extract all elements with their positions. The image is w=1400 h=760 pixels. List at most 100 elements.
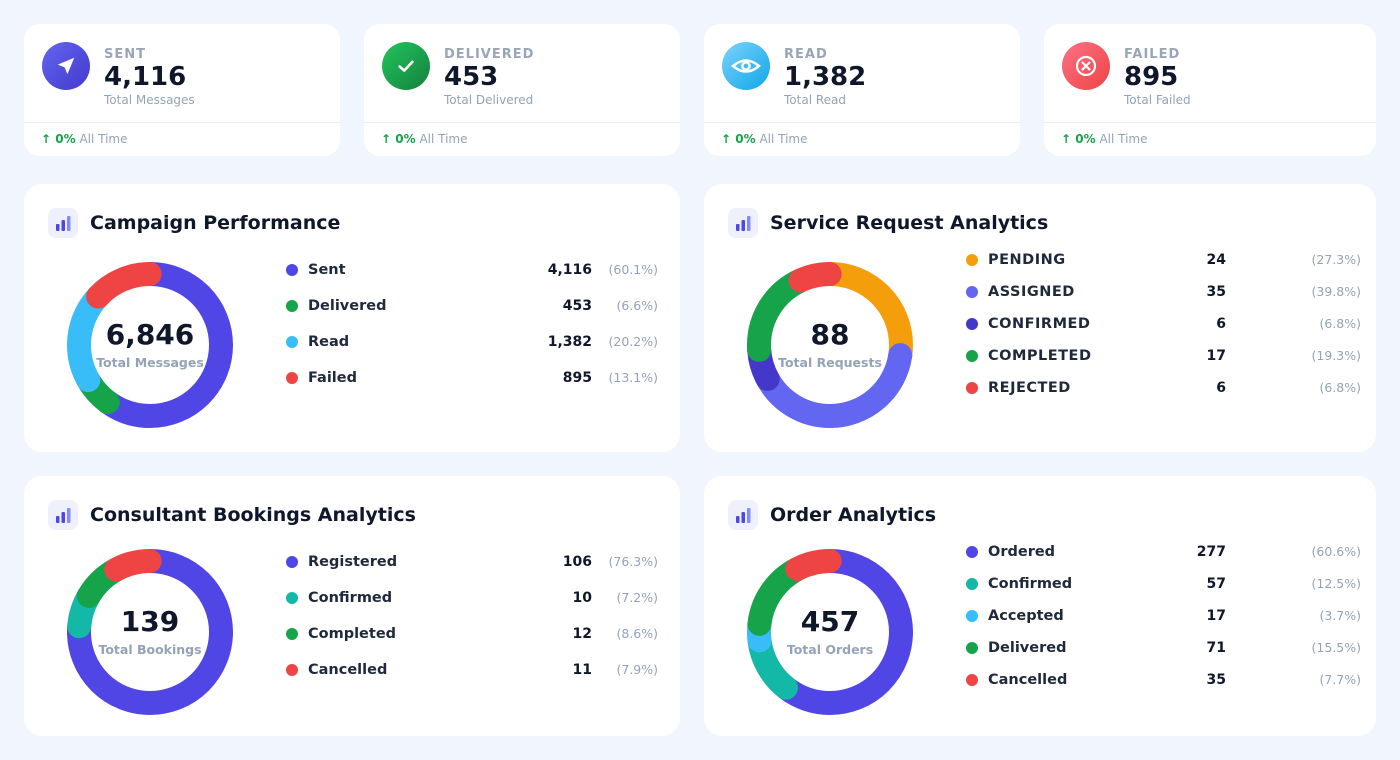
- legend-label: Accepted: [988, 608, 1064, 624]
- legend-item-completed[interactable]: COMPLETED 17 (19.3%): [966, 346, 1361, 366]
- legend-percent: (13.1%): [608, 370, 658, 385]
- legend-item-cancelled[interactable]: Cancelled 11 (7.9%): [286, 660, 658, 680]
- legend-percent: (12.5%): [1311, 576, 1361, 591]
- donut-total-label: Total Bookings: [98, 642, 202, 657]
- donut-svg: [747, 549, 913, 715]
- order-analytics-panel: Order Analytics 457 Total Orders Ordered 27…: [704, 476, 1376, 736]
- donut-svg: [747, 262, 913, 428]
- consultant-bookings-analytics-panel: Consultant Bookings Analytics 139 Total B…: [24, 476, 680, 736]
- donut-chart: 88 Total Requests: [735, 250, 925, 440]
- donut-slice-confirmed[interactable]: [67, 549, 233, 715]
- donut-svg: [67, 549, 233, 715]
- panel-title: Order Analytics: [770, 504, 937, 526]
- legend-count: 35: [1206, 284, 1226, 300]
- stat-card-delivered: DELIVERED 453 Total Delivered ↑ 0% All T…: [364, 24, 680, 156]
- bar-chart-icon: [728, 500, 758, 530]
- legend-dot: [286, 628, 298, 640]
- legend-dot: [966, 318, 978, 330]
- change-indicator: ↑ 0%: [381, 132, 416, 146]
- legend-count: 17: [1206, 348, 1226, 364]
- legend-item-failed[interactable]: Failed 895 (13.1%): [286, 368, 658, 388]
- legend-label: Cancelled: [308, 662, 388, 678]
- legend-item-sent[interactable]: Sent 4,116 (60.1%): [286, 260, 658, 280]
- legend-percent: (19.3%): [1311, 348, 1361, 363]
- donut-slice-cancelled[interactable]: [747, 549, 913, 715]
- period-label: All Time: [419, 132, 468, 146]
- legend-label: Registered: [308, 554, 398, 570]
- legend-item-completed[interactable]: Completed 12 (8.6%): [286, 624, 658, 644]
- panel-title: Service Request Analytics: [770, 212, 1049, 234]
- legend-count: 1,382: [547, 334, 592, 350]
- donut-total-label: Total Messages: [96, 355, 204, 370]
- divider: [24, 122, 340, 123]
- legend-percent: (7.7%): [1319, 672, 1361, 687]
- legend-label: Completed: [308, 626, 397, 642]
- legend-percent: (15.5%): [1311, 640, 1361, 655]
- legend-item-cancelled[interactable]: Cancelled 35 (7.7%): [966, 670, 1361, 690]
- legend-label: Cancelled: [988, 672, 1068, 688]
- legend-item-confirmed[interactable]: Confirmed 10 (7.2%): [286, 588, 658, 608]
- legend-label: Ordered: [988, 544, 1056, 560]
- legend-count: 35: [1206, 672, 1226, 688]
- legend-item-pending[interactable]: PENDING 24 (27.3%): [966, 250, 1361, 270]
- period-label: All Time: [79, 132, 128, 146]
- donut-total-value: 457: [800, 605, 860, 638]
- donut-chart: 457 Total Orders: [735, 537, 925, 727]
- stat-label: READ: [784, 47, 828, 62]
- legend-count: 6: [1216, 380, 1226, 396]
- change-indicator: ↑ 0%: [721, 132, 756, 146]
- legend-percent: (60.6%): [1311, 544, 1361, 559]
- legend-item-ordered[interactable]: Ordered 277 (60.6%): [966, 542, 1361, 562]
- legend-label: Confirmed: [988, 576, 1073, 592]
- legend-item-read[interactable]: Read 1,382 (20.2%): [286, 332, 658, 352]
- donut-slice-failed[interactable]: [67, 262, 233, 428]
- legend-dot: [286, 556, 298, 568]
- x-circle-icon: [1062, 42, 1110, 90]
- legend-dot: [286, 664, 298, 676]
- check-icon: [382, 42, 430, 90]
- donut-slice-assigned[interactable]: [747, 262, 913, 428]
- legend-item-assigned[interactable]: ASSIGNED 35 (39.8%): [966, 282, 1361, 302]
- legend-item-confirmed[interactable]: Confirmed 57 (12.5%): [966, 574, 1361, 594]
- donut-total-label: Total Requests: [778, 355, 882, 370]
- panel-title: Consultant Bookings Analytics: [90, 504, 416, 526]
- legend-dot: [966, 578, 978, 590]
- legend-count: 106: [562, 554, 592, 570]
- divider: [704, 122, 1020, 123]
- legend-percent: (3.7%): [1319, 608, 1361, 623]
- bar-chart-icon: [48, 208, 78, 238]
- legend-dot: [286, 300, 298, 312]
- stat-subtitle: Total Failed: [1124, 93, 1191, 107]
- send-icon: [42, 42, 90, 90]
- legend-label: ASSIGNED: [988, 284, 1075, 300]
- legend-item-accepted[interactable]: Accepted 17 (3.7%): [966, 606, 1361, 626]
- change-indicator: ↑ 0%: [41, 132, 76, 146]
- legend-dot: [966, 254, 978, 266]
- donut-slice-completed[interactable]: [747, 262, 913, 428]
- legend-count: 11: [572, 662, 592, 678]
- legend-item-confirmed[interactable]: CONFIRMED 6 (6.8%): [966, 314, 1361, 334]
- legend-label: Sent: [308, 262, 346, 278]
- legend-percent: (60.1%): [608, 262, 658, 277]
- legend-percent: (27.3%): [1311, 252, 1361, 267]
- stat-footer: ↑ 0% All Time: [721, 132, 808, 155]
- legend-dot: [286, 372, 298, 384]
- donut-slice-read[interactable]: [67, 262, 233, 428]
- stat-value: 453: [444, 62, 499, 92]
- legend-dot: [966, 642, 978, 654]
- donut-slice-cancelled[interactable]: [67, 549, 233, 715]
- legend-label: PENDING: [988, 252, 1066, 268]
- legend-dot: [966, 674, 978, 686]
- legend-dot: [286, 592, 298, 604]
- divider: [364, 122, 680, 123]
- legend-percent: (7.9%): [616, 662, 658, 677]
- legend-item-rejected[interactable]: REJECTED 6 (6.8%): [966, 378, 1361, 398]
- legend-item-registered[interactable]: Registered 106 (76.3%): [286, 552, 658, 572]
- legend-item-delivered[interactable]: Delivered 71 (15.5%): [966, 638, 1361, 658]
- campaign-performance-panel: Campaign Performance 6,846 Total Messages…: [24, 184, 680, 452]
- donut-slice-rejected[interactable]: [747, 262, 913, 428]
- donut-total-label: Total Orders: [786, 642, 874, 657]
- legend-item-delivered[interactable]: Delivered 453 (6.6%): [286, 296, 658, 316]
- donut-slice-delivered[interactable]: [747, 549, 913, 715]
- stat-footer: ↑ 0% All Time: [381, 132, 468, 155]
